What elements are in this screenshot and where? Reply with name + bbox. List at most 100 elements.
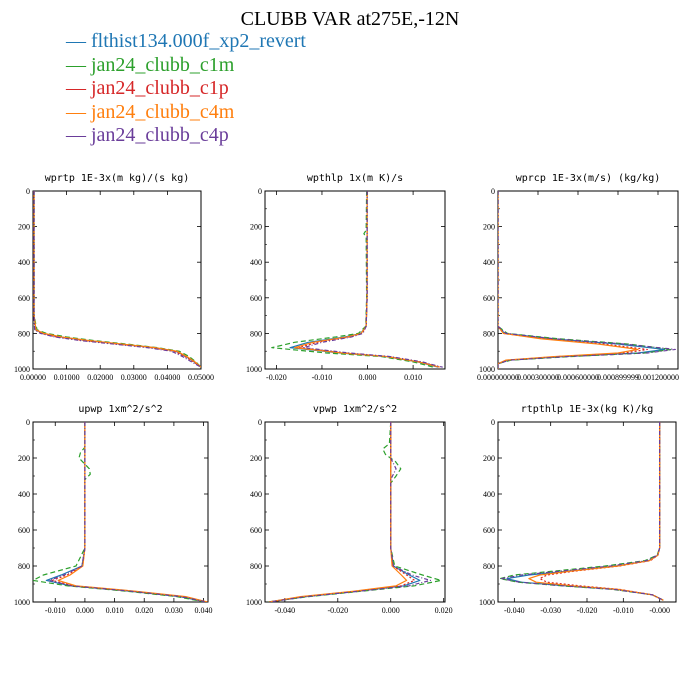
y-tick-label: 600 — [18, 294, 30, 303]
y-tick-label: 800 — [483, 562, 495, 571]
x-tick-label: 0.03000 — [121, 373, 147, 382]
x-tick-label: -0.010 — [312, 373, 333, 382]
plot-frame — [32, 421, 209, 603]
series-line — [57, 422, 208, 602]
series-group — [499, 422, 664, 601]
series-line — [33, 191, 201, 368]
y-tick-label: 0 — [258, 418, 262, 427]
x-tick-label: -0.020 — [327, 606, 348, 615]
y-tick-label: 400 — [483, 490, 495, 499]
panel-title: wprcp 1E-3x(m/s) (kg/kg) — [516, 173, 661, 184]
x-tick-label: 0.000600000 — [557, 373, 599, 382]
series-line — [528, 422, 664, 601]
plot-frame — [32, 190, 202, 370]
series-group — [267, 422, 442, 602]
x-tick-label: 0.04000 — [154, 373, 180, 382]
x-tick-label: 0.02000 — [87, 373, 113, 382]
series-line — [289, 191, 439, 368]
legend-entry: — jan24_clubb_c1m — [66, 53, 235, 76]
series-line — [33, 191, 201, 368]
series-line — [268, 422, 416, 602]
panel-title: upwp 1xm^2/s^2 — [78, 404, 162, 415]
plot-panel: upwp 1xm^2/s^2 0 200 400 600 800 1000 -0.010 0.0… — [14, 404, 213, 615]
series-line — [268, 422, 421, 602]
x-tick-label: 0.000 — [382, 606, 400, 615]
y-tick-label: 600 — [250, 294, 262, 303]
x-tick-label: 0.020 — [435, 606, 453, 615]
series-group — [33, 422, 208, 602]
series-line — [33, 191, 201, 368]
legend-entry: — jan24_clubb_c1p — [66, 77, 229, 99]
series-line — [268, 422, 408, 602]
panel-title: wprtp 1E-3x(m kg)/(s kg) — [45, 173, 190, 184]
y-tick-label: 600 — [250, 526, 262, 535]
y-tick-label: 1000 — [246, 365, 262, 374]
y-tick-label: 1000 — [14, 365, 30, 374]
plot-panel: wprcp 1E-3x(m/s) (kg/kg) 0 200 400 600 800 100… — [477, 173, 679, 382]
series-group — [271, 191, 443, 368]
y-tick-label: 400 — [18, 258, 30, 267]
series-group — [33, 191, 201, 368]
x-tick-label: -0.010 — [45, 606, 66, 615]
x-tick-label: 0.000899999 — [597, 373, 639, 382]
series-line — [498, 191, 676, 369]
x-tick-label: 0.000 — [76, 606, 94, 615]
x-tick-label: 0.01000 — [54, 373, 80, 382]
series-line — [33, 422, 206, 602]
y-tick-label: 200 — [18, 454, 30, 463]
x-tick-label: 0.010 — [106, 606, 124, 615]
y-tick-label: 800 — [483, 329, 495, 338]
x-tick-label: -0.040 — [275, 606, 296, 615]
y-tick-label: 600 — [483, 526, 495, 535]
y-tick-label: 200 — [18, 223, 30, 232]
x-tick-label: 0.000000000 — [477, 373, 519, 382]
plot-panel: wpthlp 1x(m K)/s 0 200 400 600 800 1000 -0.020 -… — [246, 173, 446, 382]
plot-panel: wprtp 1E-3x(m kg)/(s kg) 0 200 400 600 800 100… — [14, 173, 214, 382]
series-group — [498, 191, 676, 369]
panel-title: rtpthlp 1E-3x(kg K)/kg — [521, 404, 653, 415]
y-tick-label: 800 — [250, 562, 262, 571]
x-tick-label: 0.001200000 — [637, 373, 679, 382]
series-line — [271, 191, 434, 368]
plot-panel: vpwp 1xm^2/s^2 0 200 400 600 800 1000 -0.040 -0.… — [246, 404, 453, 615]
x-tick-label: -0.010 — [613, 606, 634, 615]
figure-title: CLUBB VAR at275E,-12N — [240, 8, 460, 30]
y-tick-label: 400 — [483, 258, 495, 267]
panel-title: vpwp 1xm^2/s^2 — [313, 404, 397, 415]
series-line — [539, 422, 664, 601]
y-tick-label: 1000 — [14, 598, 30, 607]
y-tick-label: 1000 — [479, 598, 495, 607]
plot-panel: rtpthlp 1E-3x(kg K)/kg 0 200 400 600 800 1000 -… — [479, 404, 677, 615]
series-line — [501, 422, 664, 601]
y-tick-label: 200 — [483, 223, 495, 232]
x-tick-label: 0.000 — [359, 373, 377, 382]
series-line — [498, 191, 639, 369]
x-tick-label: -0.000 — [649, 606, 670, 615]
series-line — [33, 191, 201, 368]
y-tick-label: 0 — [26, 187, 30, 196]
x-tick-label: 0.010 — [404, 373, 422, 382]
plot-frame — [264, 421, 446, 603]
y-tick-label: 600 — [18, 526, 30, 535]
y-tick-label: 800 — [18, 562, 30, 571]
legend-entry: — jan24_clubb_c4p — [66, 124, 229, 146]
y-tick-label: 200 — [483, 454, 495, 463]
series-line — [268, 422, 432, 602]
plot-frame — [264, 190, 446, 370]
x-tick-label: 0.020 — [135, 606, 153, 615]
y-tick-label: 800 — [250, 329, 262, 338]
legend-entry: — jan24_clubb_c4m — [66, 100, 235, 123]
y-tick-label: 0 — [491, 418, 495, 427]
y-tick-label: 1000 — [479, 365, 495, 374]
y-tick-label: 400 — [18, 490, 30, 499]
y-tick-label: 600 — [483, 294, 495, 303]
y-tick-label: 400 — [250, 258, 262, 267]
legend-entry: — flthist134.000f_xp2_revert — [66, 30, 306, 52]
y-tick-label: 1000 — [246, 598, 262, 607]
y-tick-label: 0 — [491, 187, 495, 196]
series-line — [48, 422, 207, 602]
x-tick-label: 0.05000 — [188, 373, 214, 382]
series-line — [294, 191, 440, 368]
